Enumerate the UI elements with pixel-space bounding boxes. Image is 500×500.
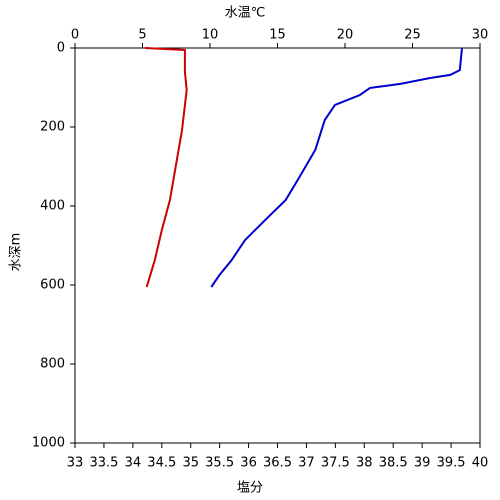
x-axis-label: 塩分 [237,481,263,496]
x-tick-label: 36 [240,456,257,471]
x2-tick-label: 5 [138,28,146,43]
x2-axis-label: 水温℃ [225,6,266,21]
y-tick-label: 800 [40,357,65,372]
x-tick-label: 35.5 [205,456,234,471]
x-tick-label: 35 [182,456,199,471]
x2-tick-label: 20 [337,28,354,43]
x-tick-label: 36.5 [263,456,292,471]
x2-tick-label: 10 [202,28,219,43]
y-axis-label: 水深m [9,233,24,272]
x-tick-label: 37 [298,456,315,471]
y-tick-label: 600 [40,278,65,293]
x-tick-label: 34 [125,456,142,471]
x-tick-label: 39 [414,456,431,471]
x-tick-label: 39.5 [437,456,466,471]
x2-tick-label: 25 [404,28,421,43]
x-tick-label: 33 [67,456,84,471]
x2-tick-label: 30 [472,28,489,43]
x2-tick-label: 15 [269,28,286,43]
plot-frame [74,47,481,444]
x2-tick-label: 0 [71,28,79,43]
y-tick-label: 400 [40,199,65,214]
profile-line [144,47,188,288]
x-tick-label: 38 [356,456,373,471]
x-tick-label: 38.5 [379,456,408,471]
x-tick-label: 37.5 [321,456,350,471]
y-tick-label: 1000 [32,436,65,451]
x-tick-label: 34.5 [147,456,176,471]
y-tick-label: 0 [57,41,65,56]
y-tick-label: 200 [40,120,65,135]
x-tick-label: 33.5 [89,456,118,471]
x-tick-label: 40 [472,456,489,471]
profile-line [210,47,463,288]
